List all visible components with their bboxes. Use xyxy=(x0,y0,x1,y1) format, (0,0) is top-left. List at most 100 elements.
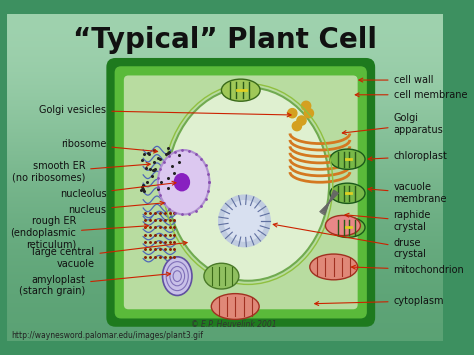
Bar xyxy=(7,102,443,103)
Bar xyxy=(7,138,443,139)
Bar xyxy=(7,332,443,333)
Bar xyxy=(7,163,443,164)
Bar xyxy=(7,144,443,146)
Bar xyxy=(7,211,443,212)
Bar xyxy=(7,158,443,159)
Bar xyxy=(7,42,443,43)
Bar xyxy=(7,331,443,332)
Bar xyxy=(7,225,443,226)
Bar xyxy=(7,300,443,301)
Text: large central
vacuole: large central vacuole xyxy=(32,241,187,268)
Bar xyxy=(7,143,443,144)
Bar xyxy=(7,54,443,55)
Bar xyxy=(7,183,443,184)
Bar xyxy=(7,116,443,117)
Ellipse shape xyxy=(167,87,329,281)
Bar xyxy=(7,90,443,91)
Bar xyxy=(7,195,443,196)
Bar xyxy=(7,219,443,220)
Bar xyxy=(7,22,443,23)
Bar xyxy=(7,250,443,251)
Ellipse shape xyxy=(330,149,365,169)
Bar xyxy=(7,98,443,99)
Bar xyxy=(7,327,443,328)
Bar xyxy=(7,338,443,339)
Bar xyxy=(7,259,443,260)
Bar xyxy=(7,187,443,188)
Ellipse shape xyxy=(211,294,259,320)
Bar xyxy=(7,320,443,321)
Bar xyxy=(7,89,443,90)
Bar xyxy=(7,185,443,186)
Text: Golgi
apparatus: Golgi apparatus xyxy=(342,114,443,135)
Bar xyxy=(7,215,443,216)
Bar xyxy=(7,223,443,224)
Bar xyxy=(7,295,443,296)
Bar xyxy=(7,294,443,295)
Circle shape xyxy=(224,201,264,241)
FancyBboxPatch shape xyxy=(106,58,375,327)
Bar xyxy=(7,288,443,289)
Bar xyxy=(7,109,443,110)
Bar xyxy=(7,108,443,109)
Bar xyxy=(7,34,443,35)
Bar xyxy=(7,115,443,116)
Bar xyxy=(7,243,443,244)
Text: mitochondrion: mitochondrion xyxy=(352,265,465,275)
Bar xyxy=(7,38,443,39)
Bar xyxy=(7,276,443,277)
Bar xyxy=(7,188,443,189)
Bar xyxy=(7,137,443,138)
Bar xyxy=(7,216,443,217)
Bar xyxy=(7,279,443,280)
Bar xyxy=(7,133,443,135)
Text: “Typical” Plant Cell: “Typical” Plant Cell xyxy=(73,26,377,54)
Bar xyxy=(7,283,443,284)
Text: nucleus: nucleus xyxy=(68,201,164,215)
Bar xyxy=(7,77,443,78)
Bar xyxy=(7,322,443,323)
Bar xyxy=(7,146,443,147)
Bar xyxy=(7,324,443,325)
Bar xyxy=(7,209,443,210)
Bar xyxy=(7,206,443,207)
Bar xyxy=(7,159,443,160)
Bar xyxy=(7,160,443,161)
Bar xyxy=(7,86,443,87)
Bar xyxy=(7,274,443,275)
Bar xyxy=(7,252,443,253)
Bar xyxy=(7,62,443,64)
Bar xyxy=(7,81,443,82)
Bar xyxy=(7,291,443,292)
Bar xyxy=(7,141,443,142)
Bar xyxy=(7,246,443,247)
Bar xyxy=(7,307,443,308)
Bar xyxy=(7,315,443,316)
Bar xyxy=(7,272,443,273)
Bar xyxy=(7,119,443,120)
Bar xyxy=(7,234,443,235)
Bar xyxy=(7,162,443,163)
Bar xyxy=(7,169,443,170)
Bar xyxy=(7,40,443,42)
Bar xyxy=(7,262,443,263)
Bar xyxy=(7,152,443,153)
Bar xyxy=(7,317,443,318)
Bar xyxy=(7,323,443,324)
Bar xyxy=(7,164,443,165)
Bar xyxy=(7,271,443,272)
Bar xyxy=(7,87,443,88)
Bar xyxy=(7,326,443,327)
Bar xyxy=(7,65,443,66)
Bar xyxy=(7,257,443,258)
Circle shape xyxy=(288,109,297,118)
Text: ribosome: ribosome xyxy=(61,140,157,153)
Bar xyxy=(7,178,443,179)
Bar xyxy=(7,100,443,101)
Bar xyxy=(7,155,443,157)
Bar xyxy=(7,270,443,271)
Bar xyxy=(7,207,443,208)
Bar xyxy=(7,268,443,269)
Circle shape xyxy=(297,116,306,125)
Bar xyxy=(7,91,443,92)
